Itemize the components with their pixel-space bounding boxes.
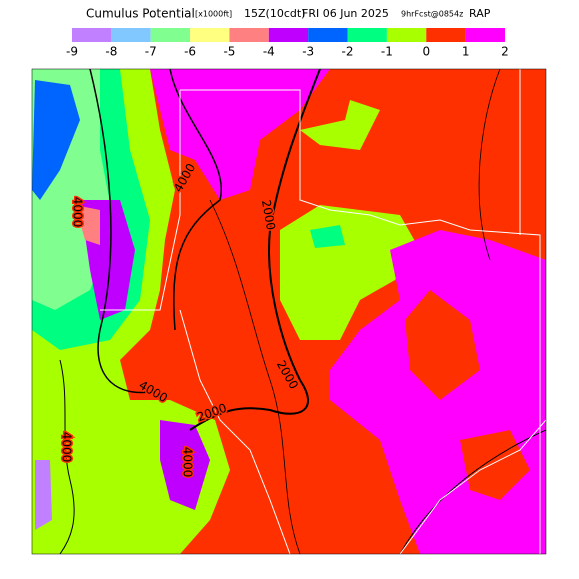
colorbar-swatch xyxy=(72,28,112,42)
colorbar-label: -2 xyxy=(342,45,354,59)
colorbar: -9 -8 -7 -6 -5 -4 -3 -2 -1 0 1 2 xyxy=(66,28,509,59)
field-region xyxy=(160,420,210,510)
valid-time: 15Z(10cdt) xyxy=(244,7,305,20)
colorbar-label: -6 xyxy=(184,45,196,59)
field-region xyxy=(75,205,100,245)
colorbar-label: -8 xyxy=(105,45,117,59)
field-region xyxy=(405,290,480,400)
field-region xyxy=(460,430,530,500)
contour-label: 2000 xyxy=(259,199,278,232)
contours xyxy=(59,69,546,554)
colorbar-label: -3 xyxy=(302,45,314,59)
map-frame xyxy=(31,68,547,555)
field-region xyxy=(300,100,380,150)
colorbar-swatch xyxy=(190,28,230,42)
colorbar-label: -1 xyxy=(381,45,393,59)
contour-label: 4000 xyxy=(71,197,85,228)
field-region xyxy=(35,460,52,530)
contour-label: 4000 xyxy=(60,432,74,463)
field-region xyxy=(32,80,80,200)
forecast: 9hrFcst@0854z xyxy=(401,10,463,19)
colorbar-swatch xyxy=(465,28,505,42)
colorbar-swatch xyxy=(426,28,466,42)
colorbar-label: -9 xyxy=(66,45,78,59)
colorbar-swatch xyxy=(150,28,191,42)
colorbar-label: -5 xyxy=(223,45,235,59)
colorbar-swatch xyxy=(347,28,387,42)
field-region xyxy=(310,225,345,248)
colorbar-swatch xyxy=(111,28,151,42)
date: FRI 06 Jun 2025 xyxy=(302,7,389,20)
colorbar-swatch xyxy=(386,28,427,42)
map: 4000 4000 2000 2000 4000 2000 4000 4000 xyxy=(31,68,547,555)
model: RAP xyxy=(469,7,491,20)
colorbar-label: -4 xyxy=(263,45,275,59)
colorbar-label: 1 xyxy=(462,45,470,59)
state-borders xyxy=(100,69,546,554)
colorbar-label: 0 xyxy=(422,45,430,59)
colorbar-swatch xyxy=(268,28,309,42)
colorbar-label: 2 xyxy=(501,45,509,59)
colorbar-swatch xyxy=(308,28,348,42)
contour-label: 4000 xyxy=(181,447,195,478)
title-row: Cumulus Potential [x1000ft] 15Z(10cdt) F… xyxy=(86,7,491,21)
field-region xyxy=(150,69,330,200)
colorbar-swatch xyxy=(229,28,269,42)
colorbar-label: -7 xyxy=(145,45,157,59)
units: [x1000ft] xyxy=(195,10,232,19)
title: Cumulus Potential xyxy=(86,7,195,21)
